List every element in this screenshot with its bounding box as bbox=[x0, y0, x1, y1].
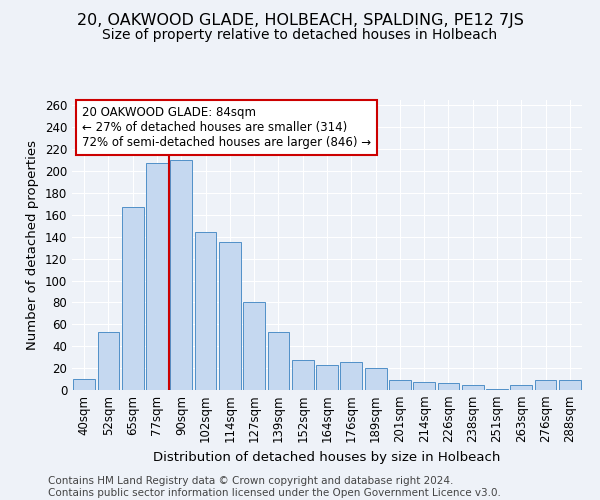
Bar bbox=[243, 302, 265, 390]
Bar bbox=[268, 332, 289, 390]
Bar bbox=[559, 380, 581, 390]
Bar bbox=[535, 380, 556, 390]
Bar bbox=[413, 382, 435, 390]
X-axis label: Distribution of detached houses by size in Holbeach: Distribution of detached houses by size … bbox=[154, 451, 500, 464]
Bar bbox=[194, 232, 217, 390]
Y-axis label: Number of detached properties: Number of detached properties bbox=[26, 140, 39, 350]
Bar bbox=[389, 380, 411, 390]
Bar bbox=[170, 160, 192, 390]
Text: 20 OAKWOOD GLADE: 84sqm
← 27% of detached houses are smaller (314)
72% of semi-d: 20 OAKWOOD GLADE: 84sqm ← 27% of detache… bbox=[82, 106, 371, 149]
Bar bbox=[316, 365, 338, 390]
Bar bbox=[73, 379, 95, 390]
Bar bbox=[365, 368, 386, 390]
Text: Contains HM Land Registry data © Crown copyright and database right 2024.
Contai: Contains HM Land Registry data © Crown c… bbox=[48, 476, 501, 498]
Bar bbox=[219, 242, 241, 390]
Bar bbox=[462, 384, 484, 390]
Bar bbox=[340, 362, 362, 390]
Bar bbox=[437, 384, 460, 390]
Text: 20, OAKWOOD GLADE, HOLBEACH, SPALDING, PE12 7JS: 20, OAKWOOD GLADE, HOLBEACH, SPALDING, P… bbox=[77, 12, 523, 28]
Bar bbox=[292, 360, 314, 390]
Bar bbox=[146, 164, 168, 390]
Bar bbox=[486, 389, 508, 390]
Bar bbox=[122, 207, 143, 390]
Bar bbox=[511, 384, 532, 390]
Text: Size of property relative to detached houses in Holbeach: Size of property relative to detached ho… bbox=[103, 28, 497, 42]
Bar bbox=[97, 332, 119, 390]
